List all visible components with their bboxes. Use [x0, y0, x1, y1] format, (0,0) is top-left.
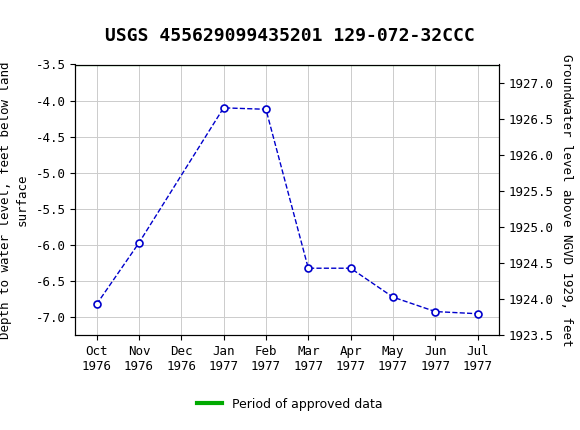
Text: ≋USGS: ≋USGS: [6, 12, 72, 33]
Y-axis label: Groundwater level above NGVD 1929, feet: Groundwater level above NGVD 1929, feet: [560, 54, 574, 346]
Legend: Period of approved data: Period of approved data: [192, 393, 388, 416]
Bar: [0, 0, 104, 45]
Y-axis label: Depth to water level, feet below land
surface: Depth to water level, feet below land su…: [0, 61, 29, 339]
Text: USGS 455629099435201 129-072-32CCC: USGS 455629099435201 129-072-32CCC: [105, 27, 475, 45]
